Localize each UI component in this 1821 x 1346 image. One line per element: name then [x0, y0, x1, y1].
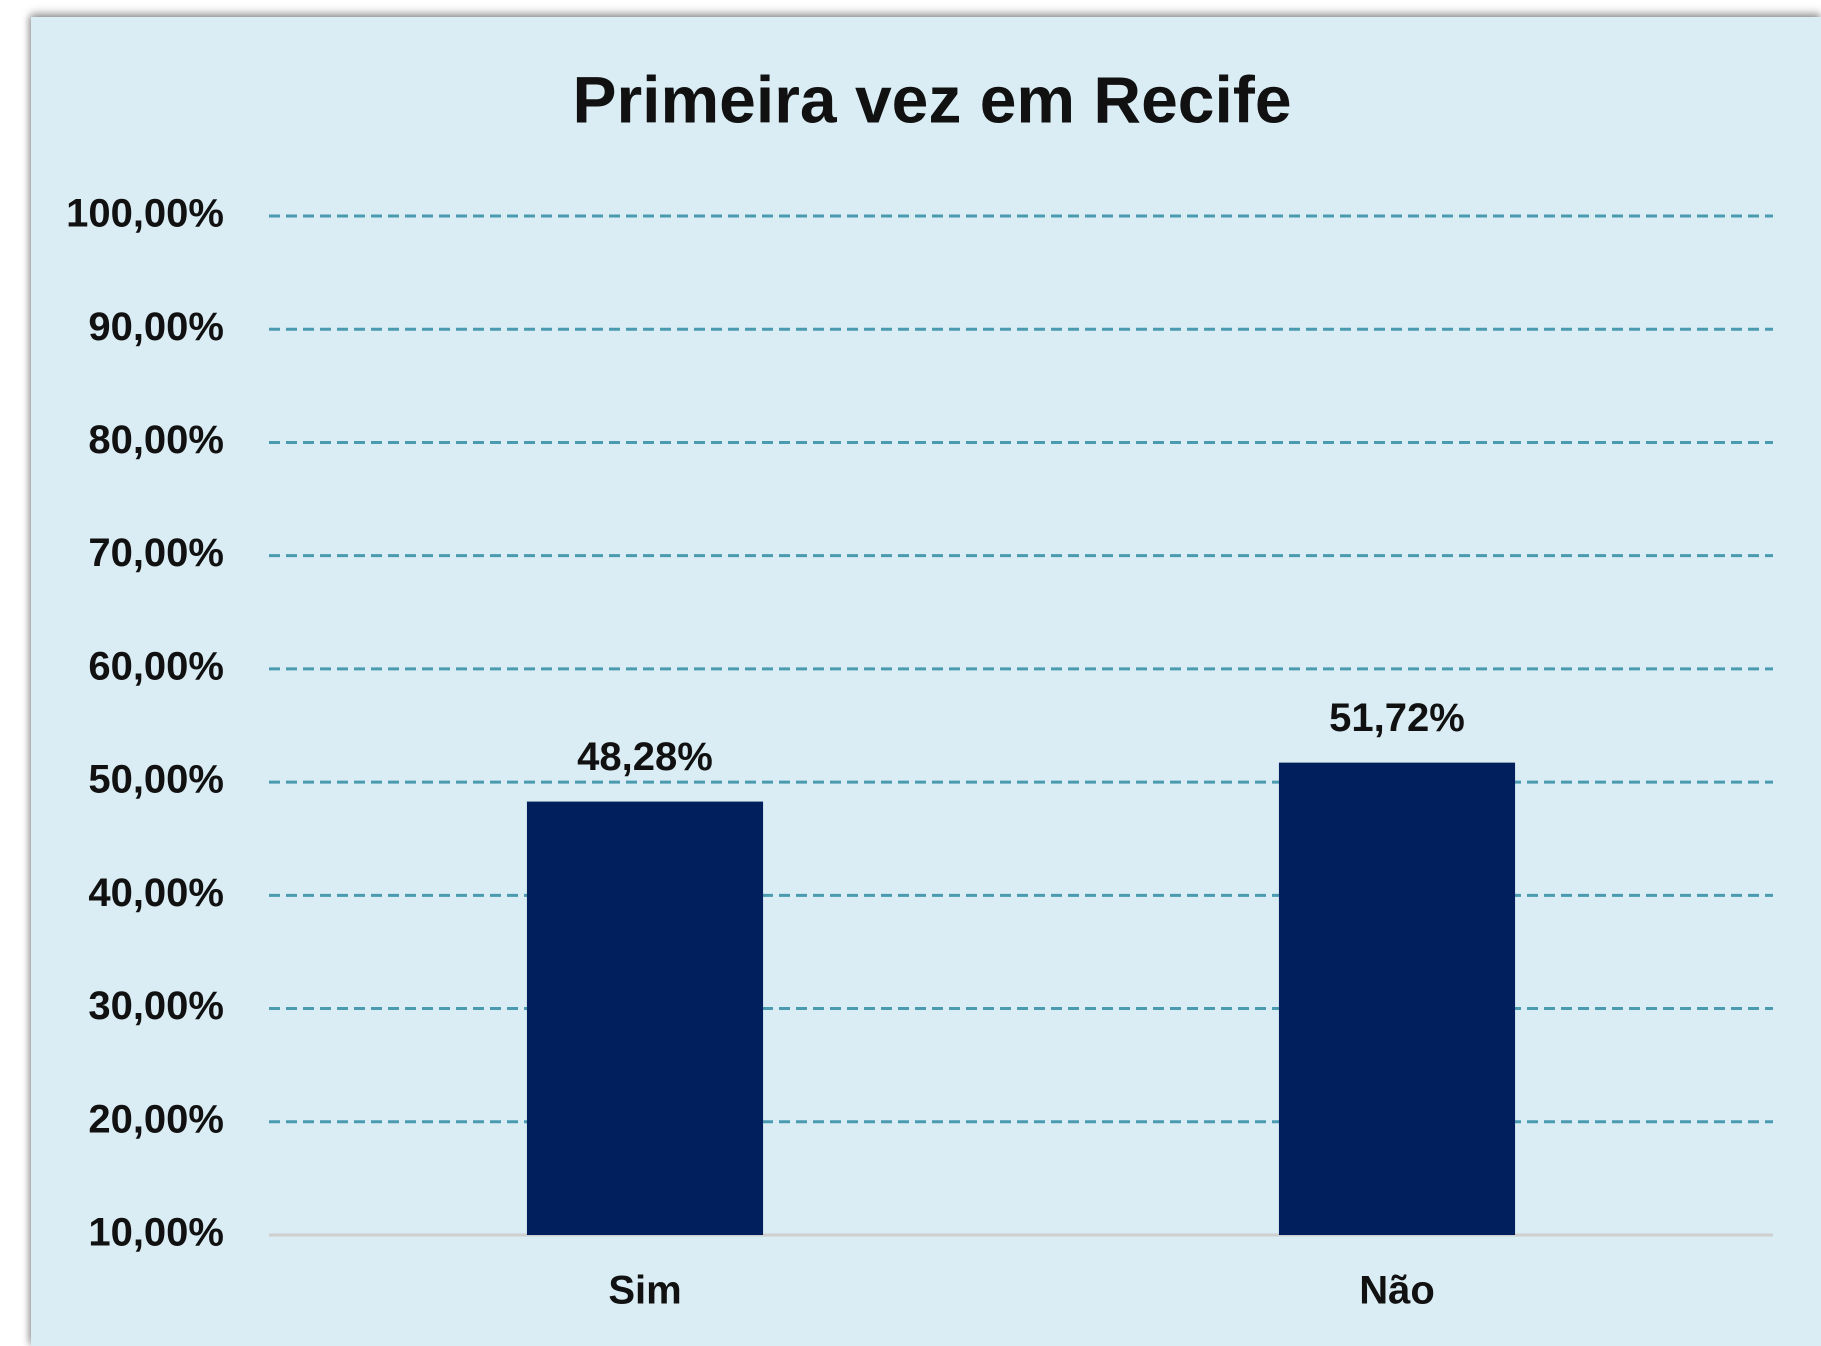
chart-title: Primeira vez em Recife — [572, 62, 1291, 136]
y-tick-label: 60,00% — [88, 644, 224, 688]
y-tick-label: 50,00% — [88, 758, 224, 802]
y-tick-label: 70,00% — [88, 531, 224, 575]
data-label: 48,28% — [577, 735, 713, 779]
y-tick-label: 90,00% — [88, 305, 224, 349]
y-tick-label: 30,00% — [88, 984, 224, 1028]
bar — [1278, 762, 1516, 1235]
y-tick-label: 40,00% — [88, 871, 224, 915]
data-label: 51,72% — [1329, 696, 1465, 740]
chart-panel — [31, 17, 1821, 1346]
y-tick-label: 20,00% — [88, 1097, 224, 1141]
y-tick-label: 80,00% — [88, 418, 224, 462]
y-tick-label: 10,00% — [88, 1211, 224, 1255]
y-tick-label: 100,00% — [66, 192, 224, 236]
x-tick-label: Não — [1359, 1269, 1435, 1313]
bar — [526, 801, 764, 1235]
x-tick-label: Sim — [608, 1269, 681, 1313]
